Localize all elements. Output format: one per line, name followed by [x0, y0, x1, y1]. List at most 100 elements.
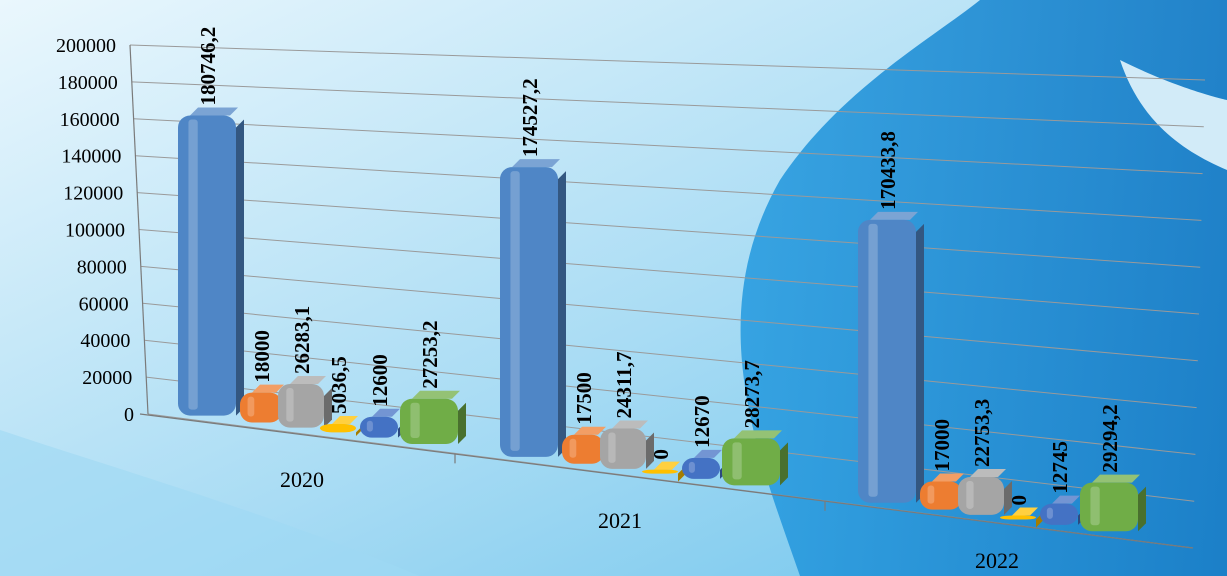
bar-top — [332, 416, 358, 425]
bar — [1080, 474, 1146, 532]
axes: 0 20000 40000 60000 80000 100000 120000 140000 1… — [56, 35, 1194, 573]
bar — [958, 469, 1012, 515]
bar-highlight — [966, 481, 974, 509]
gridline — [133, 118, 1203, 175]
data-label: 24311,7 — [612, 351, 636, 418]
data-label: 12600 — [368, 354, 392, 407]
bar-top — [252, 384, 284, 393]
data-label: 0 — [1007, 495, 1031, 506]
bar-front — [858, 219, 916, 503]
bar-highlight — [927, 485, 935, 504]
gridline — [140, 265, 1198, 362]
bar-top — [612, 420, 648, 429]
bar-side — [646, 432, 654, 469]
bar-highlight — [569, 438, 577, 458]
bar-front — [360, 416, 398, 438]
bar-side — [916, 223, 924, 503]
bar — [278, 375, 332, 428]
data-label: 17500 — [572, 372, 596, 425]
data-label: 12670 — [690, 395, 714, 448]
bar-top — [932, 473, 964, 482]
bar — [320, 416, 364, 437]
data-label: 22753,3 — [970, 399, 994, 467]
y-tick-label: 60000 — [79, 293, 129, 315]
x-category-label: 2022 — [975, 548, 1019, 573]
bar-top — [372, 408, 400, 417]
bar-front — [400, 398, 458, 445]
bar-side — [780, 442, 788, 486]
x-category-label: 2020 — [280, 467, 324, 492]
gridline — [142, 302, 1197, 409]
bar — [600, 420, 654, 469]
bar-top — [870, 211, 918, 220]
data-label: 5036,5 — [327, 356, 351, 414]
bar-highlight — [1090, 486, 1100, 526]
bar-front — [1000, 515, 1036, 520]
bar-highlight — [366, 420, 373, 432]
bar — [178, 107, 244, 416]
bar-side — [458, 402, 466, 445]
y-tick-label: 0 — [124, 404, 134, 426]
bar-highlight — [732, 442, 742, 480]
gridline — [137, 192, 1201, 268]
data-label: 170433,8 — [876, 131, 900, 210]
data-label: 28273,7 — [740, 360, 764, 428]
bar-top — [734, 430, 782, 439]
data-label: 17000 — [930, 419, 954, 472]
bar-top — [654, 461, 680, 470]
bar-highlight — [1046, 507, 1053, 519]
bar-front — [958, 477, 1004, 515]
bar-front — [920, 481, 962, 510]
bar-front — [1080, 482, 1138, 532]
y-tick-label: 100000 — [65, 220, 125, 242]
bar-highlight — [410, 402, 420, 439]
bar-top — [290, 375, 326, 384]
gridline — [135, 155, 1202, 221]
bar-highlight — [510, 171, 520, 451]
bar-front — [240, 392, 282, 423]
bar-top — [1052, 495, 1080, 504]
bar-highlight — [286, 387, 294, 422]
y-tick-label: 140000 — [61, 146, 121, 168]
bar-highlight — [688, 461, 695, 473]
bar-top — [1092, 474, 1140, 483]
y-tick-label: 80000 — [77, 256, 127, 278]
bar-highlight — [868, 223, 878, 497]
data-label: 180746,2 — [196, 27, 220, 106]
data-label: 29294,2 — [1098, 404, 1122, 472]
bar-side — [1138, 486, 1146, 532]
bar-front — [178, 115, 236, 416]
bar-highlight — [188, 119, 198, 410]
y-tick-label: 20000 — [82, 367, 132, 389]
bar — [500, 159, 566, 457]
bar-top — [1012, 507, 1038, 516]
bar-side — [236, 119, 244, 416]
bar-side — [558, 171, 566, 457]
bar-front — [1040, 503, 1078, 525]
bar-front — [682, 457, 720, 479]
bars — [178, 107, 1146, 532]
bar-top — [970, 469, 1006, 478]
bar-front — [562, 434, 604, 464]
bar-front — [642, 469, 678, 474]
bar-top — [512, 159, 560, 168]
bar-front — [278, 383, 324, 428]
bar — [722, 430, 788, 486]
data-label: 18000 — [250, 330, 274, 383]
x-axis — [139, 413, 1194, 549]
background-highlight — [1120, 60, 1227, 170]
y-tick-label: 180000 — [58, 72, 118, 94]
bar — [1040, 495, 1086, 525]
y-tick-label: 160000 — [60, 109, 120, 131]
bar-highlight — [608, 432, 616, 463]
bar-top — [412, 390, 460, 399]
bar-top — [574, 426, 606, 435]
bar-side — [1004, 481, 1012, 515]
gridline — [144, 339, 1196, 455]
bar-highlight — [247, 396, 255, 417]
bar-top — [694, 449, 722, 458]
y-tick-label: 200000 — [56, 35, 116, 57]
data-label: 12745 — [1048, 441, 1072, 494]
data-labels: 180746,2 18000 26283,1 5036,5 12600 27253,2 17… — [196, 27, 1122, 506]
